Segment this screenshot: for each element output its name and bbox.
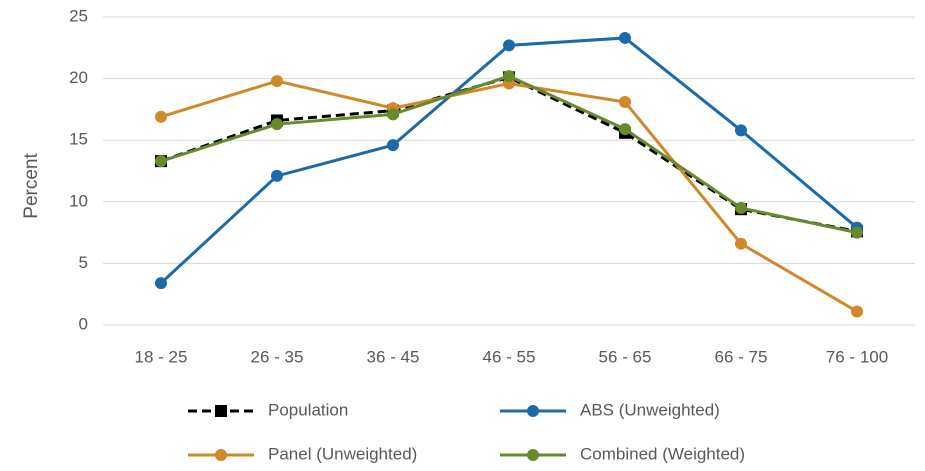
marker: [851, 305, 863, 318]
marker: [619, 31, 631, 44]
legend-label: Combined (Weighted): [580, 444, 745, 463]
legend-marker: [527, 405, 539, 417]
x-tick-label: 56 - 65: [599, 347, 652, 366]
marker: [619, 96, 631, 109]
legend-marker: [215, 405, 227, 417]
x-tick-label: 26 - 35: [251, 347, 304, 366]
marker: [735, 124, 747, 137]
marker: [271, 169, 283, 182]
y-tick-label: 15: [69, 130, 88, 149]
x-tick-label: 76 - 100: [826, 347, 888, 366]
legend-label: Population: [268, 400, 348, 419]
y-tick-label: 25: [69, 6, 88, 25]
marker: [735, 237, 747, 250]
marker: [503, 70, 515, 83]
y-tick-label: 10: [69, 191, 88, 210]
marker: [155, 110, 167, 123]
x-tick-label: 66 - 75: [715, 347, 768, 366]
marker: [271, 118, 283, 131]
marker: [619, 123, 631, 136]
series-line: [160, 75, 858, 233]
x-tick-label: 36 - 45: [367, 347, 420, 366]
legend-label: ABS (Unweighted): [580, 400, 720, 419]
y-tick-label: 20: [69, 68, 88, 87]
marker: [387, 108, 399, 121]
y-tick-label: 5: [79, 253, 88, 272]
marker: [503, 39, 515, 52]
series-line: [160, 74, 858, 235]
x-tick-label: 46 - 55: [483, 347, 536, 366]
marker: [735, 201, 747, 214]
series-line: [160, 79, 858, 313]
legend-marker: [527, 449, 539, 461]
y-axis-label: Percent: [21, 153, 42, 219]
x-tick-label: 18 - 25: [135, 347, 188, 366]
y-tick-label: 0: [79, 314, 88, 333]
marker: [271, 75, 283, 88]
marker: [387, 139, 399, 152]
legend-marker: [215, 449, 227, 461]
legend-label: Panel (Unweighted): [268, 444, 417, 463]
marker: [155, 155, 167, 168]
marker: [851, 226, 863, 239]
marker: [155, 277, 167, 290]
